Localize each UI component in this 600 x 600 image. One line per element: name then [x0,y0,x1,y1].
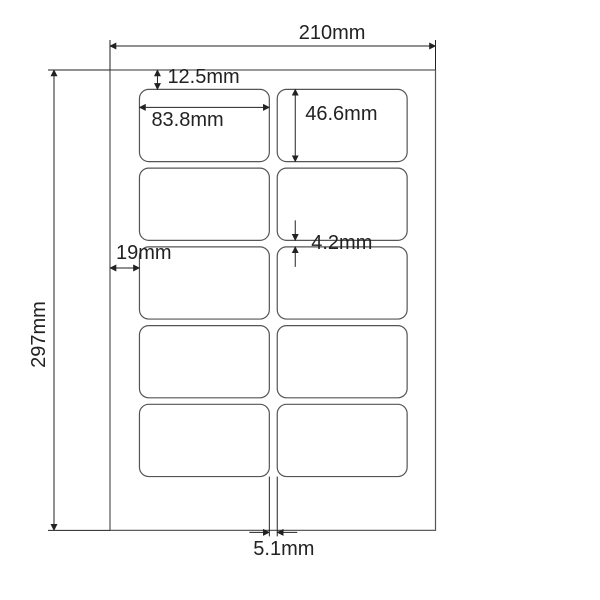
dim-margin-top: 12.5mm [167,66,239,89]
dim-label-height: 46.6mm [305,103,377,126]
dim-row-gap: 4.2mm [311,232,372,255]
dim-overall-height: 297mm [28,301,51,368]
diagram-svg [0,0,600,600]
dim-margin-left: 19mm [116,242,172,265]
dim-overall-width: 210mm [299,22,366,45]
dim-col-gap: 5.1mm [253,538,314,561]
dim-label-width: 83.8mm [151,109,223,132]
diagram-canvas: 210mm 297mm 12.5mm 19mm 83.8mm 46.6mm 5.… [0,0,600,600]
